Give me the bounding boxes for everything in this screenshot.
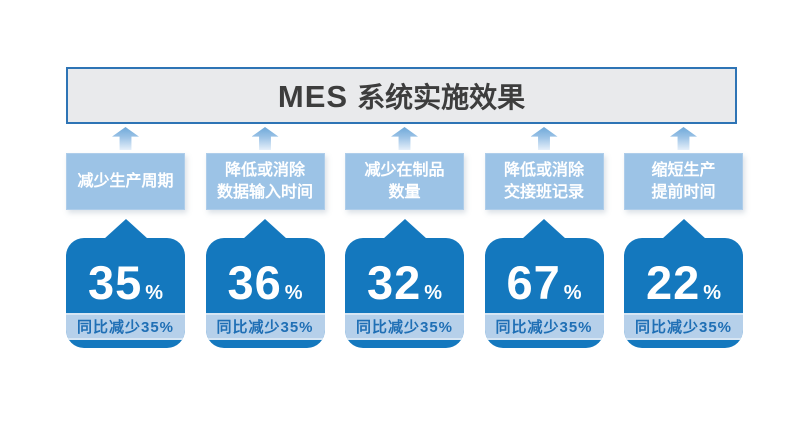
metric-column-3: 减少在制品 数量 32 % 同比减少35% — [345, 127, 464, 348]
metric-label-line: 降低或消除 — [224, 161, 305, 179]
metric-sub-label: 同比减少35% — [345, 313, 464, 340]
metric-value-number: 35 — [87, 255, 143, 309]
bubble-pointer-icon — [243, 219, 287, 239]
metric-label-line: 交接班记录 — [503, 183, 584, 201]
bubble-body: 22 % 同比减少35% — [624, 238, 743, 348]
metric-value: 32 % — [345, 238, 464, 313]
metric-label-line: 减少生产周期 — [77, 172, 174, 190]
metric-column-5: 缩短生产 提前时间 22 % 同比减少35% — [624, 127, 743, 348]
metric-columns: 减少生产周期 35 % 同比减少35% 降低或消除 数据输入时间 — [66, 127, 743, 348]
metric-sub-label: 同比减少35% — [205, 313, 325, 340]
metric-value: 22 % — [624, 238, 743, 313]
bubble-body: 35 % 同比减少35% — [66, 238, 185, 348]
metric-value-number: 36 — [227, 255, 282, 309]
metric-bubble: 35 % 同比减少35% — [66, 219, 185, 348]
metric-label: 降低或消除 交接班记录 — [484, 153, 604, 210]
page-title: MES 系统实施效果 — [278, 76, 525, 116]
metric-value-number: 22 — [645, 255, 701, 309]
metric-value: 67 % — [485, 238, 604, 313]
up-arrow-icon — [530, 127, 558, 150]
metric-value-number: 67 — [506, 255, 561, 309]
up-arrow-icon — [112, 127, 139, 150]
page-title-en: MES — [277, 78, 349, 114]
metric-label: 减少生产周期 — [66, 153, 185, 210]
metric-column-2: 降低或消除 数据输入时间 36 % 同比减少35% — [205, 127, 325, 348]
metric-label-line: 数据输入时间 — [216, 183, 313, 201]
metric-value: 35 % — [66, 238, 185, 313]
up-arrow-icon — [391, 127, 418, 150]
metric-column-1: 减少生产周期 35 % 同比减少35% — [66, 127, 185, 348]
metric-column-4: 降低或消除 交接班记录 67 % 同比减少35% — [484, 127, 604, 348]
metric-bubble: 22 % 同比减少35% — [624, 219, 743, 348]
metric-sub-label: 同比减少35% — [484, 313, 604, 340]
bubble-body: 36 % 同比减少35% — [205, 238, 325, 348]
metric-value-unit: % — [284, 282, 303, 304]
metric-sub-label: 同比减少35% — [66, 313, 185, 340]
metric-label-line: 降低或消除 — [503, 161, 584, 179]
metric-bubble: 67 % 同比减少35% — [484, 219, 604, 348]
metric-label-line: 数量 — [388, 183, 421, 201]
metric-value: 36 % — [206, 238, 325, 313]
metric-label-line: 减少在制品 — [364, 161, 445, 179]
bubble-body: 32 % 同比减少35% — [345, 238, 464, 348]
page-title-zh: 系统实施效果 — [357, 81, 526, 113]
bubble-pointer-icon — [103, 219, 148, 239]
up-arrow-icon — [251, 127, 279, 150]
metric-bubble: 32 % 同比减少35% — [345, 219, 464, 348]
metric-label: 减少在制品 数量 — [345, 153, 464, 210]
metric-label-line: 提前时间 — [651, 183, 716, 201]
bubble-pointer-icon — [382, 219, 427, 239]
bubble-body: 67 % 同比减少35% — [484, 238, 604, 348]
metric-sub-label: 同比减少35% — [624, 313, 743, 340]
metric-label: 降低或消除 数据输入时间 — [205, 153, 325, 210]
header-banner: MES 系统实施效果 — [66, 67, 737, 124]
metric-value-number: 32 — [366, 255, 422, 309]
metric-label: 缩短生产 提前时间 — [624, 153, 743, 210]
up-arrow-icon — [670, 127, 697, 150]
bubble-pointer-icon — [522, 219, 566, 239]
bubble-pointer-icon — [661, 219, 706, 239]
metric-value-unit: % — [145, 282, 164, 304]
metric-value-unit: % — [703, 282, 722, 304]
metric-label-line: 缩短生产 — [651, 161, 716, 179]
metric-value-unit: % — [563, 282, 582, 304]
metric-bubble: 36 % 同比减少35% — [205, 219, 325, 348]
metric-value-unit: % — [424, 282, 443, 304]
